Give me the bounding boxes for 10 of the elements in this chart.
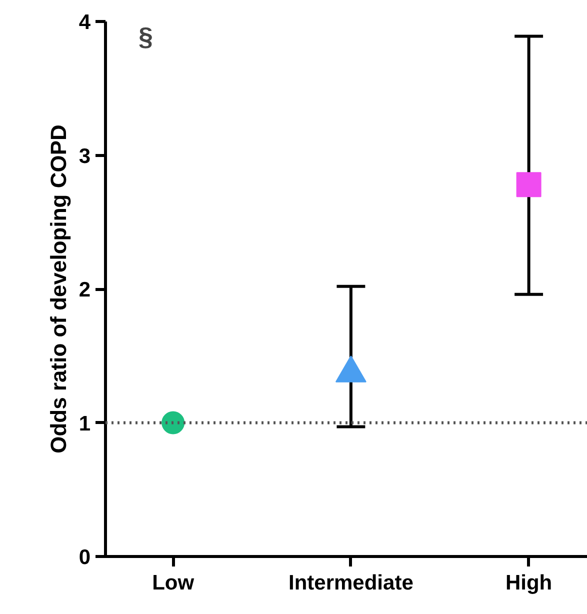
- x-tick-label: Low: [152, 572, 195, 594]
- y-tick-label: 4: [78, 11, 91, 34]
- y-tick-label: 2: [78, 278, 91, 302]
- y-tick-label: 1: [78, 412, 91, 436]
- x-tick-label: High: [505, 572, 552, 594]
- annotation: §: [138, 22, 153, 52]
- x-tick-label: Intermediate: [288, 572, 414, 594]
- y-axis-title: Odds ratio of developing COPD: [46, 124, 71, 454]
- y-tick-label: 3: [78, 144, 91, 168]
- y-tick-label: 0: [78, 546, 91, 569]
